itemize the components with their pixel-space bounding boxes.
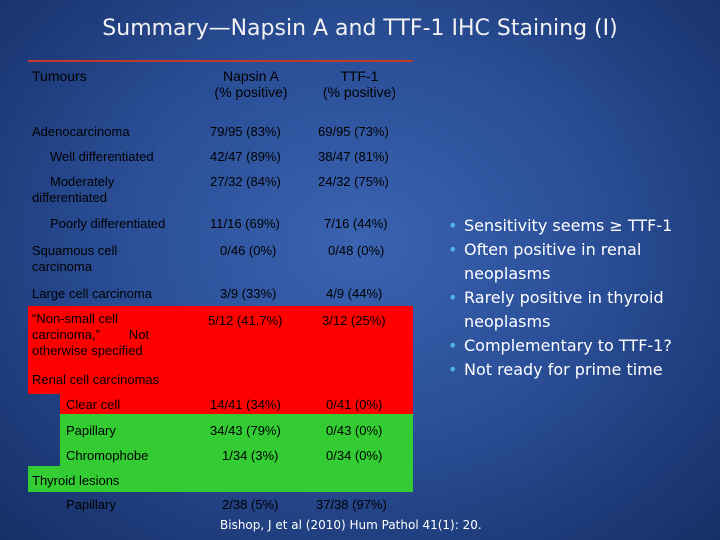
bullet-text: Complementary to TTF-1? <box>464 336 672 355</box>
row-ttf: 0/48 (0%) <box>328 243 385 258</box>
row-label-line2: differentiated <box>32 190 107 205</box>
header-napsin: Napsin A (% positive) <box>206 68 296 100</box>
row-label-line1: Papillary <box>66 497 116 512</box>
section-label: Thyroid lesions <box>32 473 120 488</box>
row-label: Adenocarcinoma <box>32 124 130 139</box>
row-ttf: 0/34 (0%) <box>326 448 383 463</box>
bullet-item: • Rarely positive in thyroid neoplasms <box>448 286 710 334</box>
bullet-item: • Complementary to TTF-1? <box>448 334 710 358</box>
green-highlight-thyroid <box>28 466 413 492</box>
row-label-line3: otherwise specified <box>32 343 143 358</box>
citation: Bishop, J et al (2010) Hum Pathol 41(1):… <box>220 518 482 532</box>
row-ttf: 4/9 (44%) <box>326 286 383 301</box>
row-napsin: 1/34 (3%) <box>222 448 279 463</box>
header-ttf: TTF-1 (% positive) <box>312 68 407 100</box>
bullet-dot-icon: • <box>448 288 458 307</box>
bullet-item: • Sensitivity seems ≥ TTF-1 <box>448 214 710 238</box>
row-napsin: 34/43 (79%) <box>210 423 281 438</box>
row-label: Papillary <box>66 423 116 438</box>
bullet-dot-icon: • <box>448 336 458 355</box>
row-label: Well differentiated <box>50 149 154 164</box>
row-label-line2: carcinoma <box>66 513 126 528</box>
header-napsin-line1: Napsin A <box>222 68 280 84</box>
bullet-text: Rarely positive in thyroid neoplasms <box>464 288 664 331</box>
row-ttf: 0/41 (0%) <box>326 397 383 412</box>
bullet-text: Not ready for prime time <box>464 360 663 379</box>
row-napsin: 2/38 (5%) <box>222 497 279 512</box>
row-label-line2: carcinoma,” Not <box>32 327 150 342</box>
row-napsin: 3/9 (33%) <box>220 286 277 301</box>
bullet-text: Often positive in renal neoplasms <box>464 240 642 283</box>
slide-title: Summary—Napsin A and TTF-1 IHC Staining … <box>102 16 618 41</box>
header-ttf-line2: (% positive) <box>322 84 397 100</box>
row-napsin: 14/41 (34%) <box>210 397 281 412</box>
row-label: Chromophobe <box>66 448 149 463</box>
row-label-line1: Squamous cell <box>32 243 118 258</box>
bullet-dot-icon: • <box>448 240 458 259</box>
row-napsin: 0/46 (0%) <box>220 243 277 258</box>
row-ttf: 24/32 (75%) <box>318 174 389 189</box>
row-ttf: 7/16 (44%) <box>324 216 388 231</box>
row-label-line2: carcinoma <box>32 259 92 274</box>
row-label-line1: Moderately <box>50 174 115 189</box>
row-label: Papillary carcinoma <box>66 497 126 529</box>
row-ttf: 69/95 (73%) <box>318 124 389 139</box>
row-ttf: 38/47 (81%) <box>318 149 389 164</box>
row-napsin: 5/12 (41.7%) <box>208 313 283 328</box>
red-highlight-clear-cell <box>60 394 413 414</box>
row-label: Clear cell <box>66 397 121 412</box>
bullet-dot-icon: • <box>448 216 458 235</box>
bullet-text: Sensitivity seems ≥ TTF-1 <box>464 216 673 235</box>
header-tumours: Tumours <box>32 68 87 84</box>
key-points-list: • Sensitivity seems ≥ TTF-1 • Often positi… <box>448 214 710 382</box>
row-label: Moderately differentiated <box>32 174 114 206</box>
bullet-dot-icon: • <box>448 360 458 379</box>
row-napsin: 79/95 (83%) <box>210 124 281 139</box>
row-label: Large cell carcinoma <box>32 286 152 301</box>
row-ttf: 37/38 (97%) <box>316 497 387 512</box>
bullet-item: • Often positive in renal neoplasms <box>448 238 710 286</box>
header-napsin-line2: (% positive) <box>214 84 288 100</box>
row-label-line1: “Non-small cell <box>32 311 118 326</box>
bullet-item: • Not ready for prime time <box>448 358 710 382</box>
row-napsin: 11/16 (69%) <box>210 216 280 231</box>
header-divider <box>28 60 413 62</box>
row-ttf: 0/43 (0%) <box>326 423 383 438</box>
row-napsin: 42/47 (89%) <box>210 149 281 164</box>
row-label: “Non-small cell carcinoma,” Not otherwis… <box>32 311 149 359</box>
green-highlight-papillary <box>60 414 413 466</box>
section-label: Renal cell carcinomas <box>32 372 160 387</box>
red-highlight-nsclc <box>28 306 413 394</box>
row-label: Poorly differentiated <box>50 216 166 231</box>
row-label: Squamous cell carcinoma <box>32 243 117 275</box>
row-ttf: 3/12 (25%) <box>322 313 386 328</box>
row-napsin: 27/32 (84%) <box>210 174 281 189</box>
header-ttf-line1: TTF-1 <box>340 68 379 84</box>
